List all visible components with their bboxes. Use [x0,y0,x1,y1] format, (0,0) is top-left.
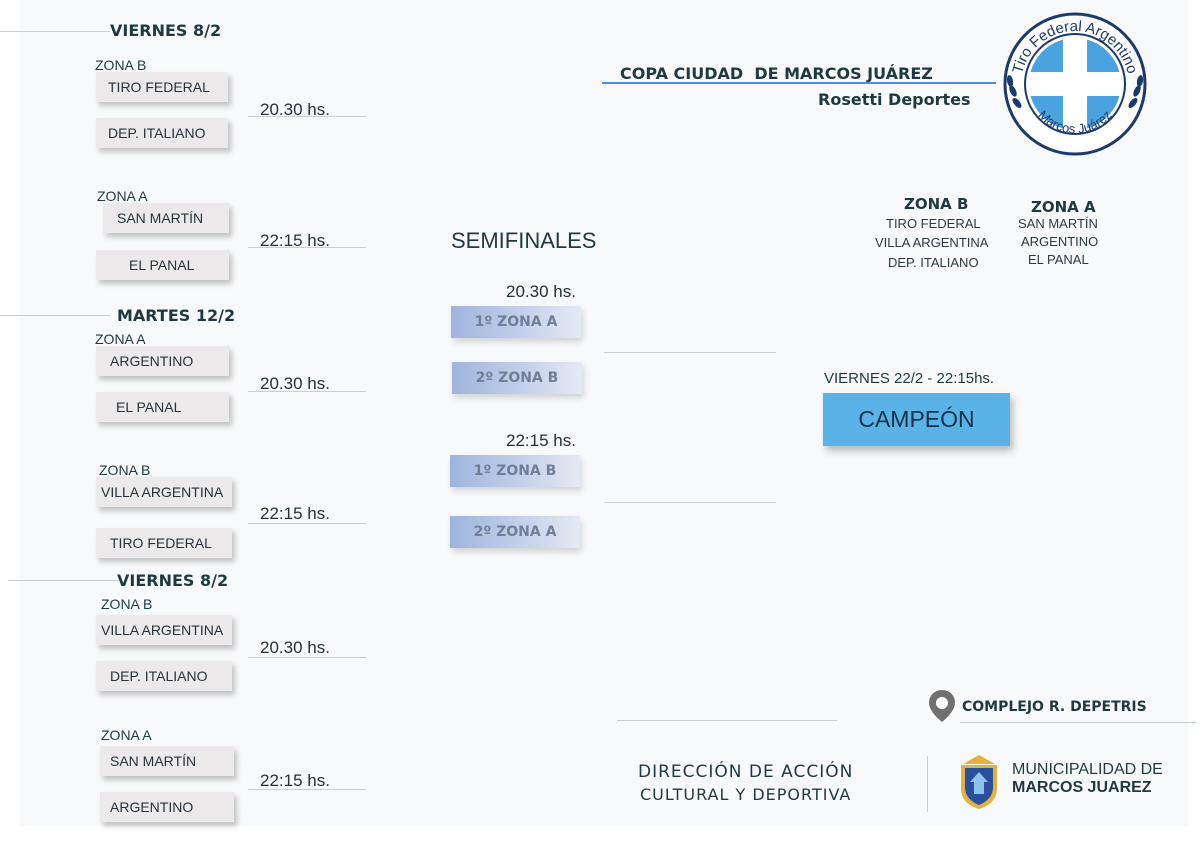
zone-label: ZONA B [99,462,151,478]
zone-team: VILLA ARGENTINA [875,235,989,250]
match-time: 22:15 hs. [260,231,330,250]
venue-label: COMPLEJO R. DEPETRIS [962,699,1147,715]
direction-line-1: DIRECCIÓN DE ACCIÓN [638,762,854,782]
bracket-line [248,247,366,248]
zone-label: ZONA A [97,188,148,204]
match-time: 22:15 hs. [260,771,330,790]
semifinal-slot: 2º ZONA A [450,516,580,548]
zone-team: DEP. ITALIANO [888,255,979,270]
team-box: ARGENTINO [100,792,234,822]
zone-label: ZONA A [101,727,152,743]
zone-label: ZONA B [101,596,153,612]
champion-box: CAMPEÓN [823,393,1010,446]
location-pin-icon [929,690,955,722]
semifinals-title: SEMIFINALES [451,228,597,253]
final-date: VIERNES 22/2 - 22:15hs. [824,370,995,387]
zone-team: ARGENTINO [1021,234,1099,249]
semifinal-slot: 2º ZONA B [452,362,582,394]
divider-line [960,722,1196,723]
zone-label: ZONA A [95,331,146,347]
zone-team: EL PANAL [1028,252,1089,267]
day-header: VIERNES 8/2 [110,21,222,40]
team-box: DEP. ITALIANO [96,118,228,148]
semifinal-time: 22:15 hs. [506,431,576,450]
zone-team: TIRO FEDERAL [886,216,981,231]
laurel-left-icon [1006,75,1022,108]
team-box: EL PANAL [96,392,229,422]
bracket-line [248,657,366,658]
match-time: 20.30 hs. [260,374,330,393]
team-box: SAN MARTÍN [100,746,234,776]
title-underline [602,82,996,84]
team-box: TIRO FEDERAL [96,528,232,558]
divider-line [0,31,110,32]
match-time: 20.30 hs. [260,100,330,119]
team-box: VILLA ARGENTINA [96,477,232,507]
team-box: EL PANAL [96,250,229,280]
zone-heading: ZONA A [1031,198,1096,216]
match-time: 20.30 hs. [260,638,330,657]
footer-separator [927,756,928,812]
team-box: ARGENTINO [96,346,229,376]
zone-heading: ZONA B [904,195,969,213]
bracket-line [248,523,366,524]
semifinal-time: 20.30 hs. [506,282,576,301]
team-box: SAN MARTÍN [103,203,229,233]
day-header: MARTES 12/2 [117,306,236,325]
match-time: 22:15 hs. [260,504,330,523]
team-box: DEP. ITALIANO [96,661,232,691]
team-box: TIRO FEDERAL [96,72,228,102]
day-header: VIERNES 8/2 [117,571,229,590]
tournament-subtitle: Rosetti Deportes [818,90,971,109]
semifinal-slot: 1º ZONA A [451,306,581,338]
divider-line [617,720,837,721]
tournament-title: COPA CIUDAD DE MARCOS JUÁREZ [620,64,933,83]
municipal-crest-icon [961,755,997,809]
bracket-line [604,502,776,503]
team-box: VILLA ARGENTINA [96,615,232,645]
municipality-line-2: MARCOS JUAREZ [1012,779,1152,796]
zone-label: ZONA B [95,57,147,73]
divider-line [0,315,110,316]
semifinal-slot: 1º ZONA B [450,455,580,487]
divider-line [8,580,118,581]
municipality-line-1: MUNICIPALIDAD DE [1012,761,1163,778]
laurel-right-icon [1128,75,1144,108]
bracket-line [248,116,366,117]
bracket-line [248,391,366,392]
club-logo: Tiro Federal Argentino Marcos Juárez [1003,12,1147,156]
bracket-line [248,789,366,790]
zone-team: SAN MARTÍN [1018,216,1098,231]
direction-line-2: CULTURAL Y DEPORTIVA [640,785,852,804]
bracket-line [604,352,776,353]
